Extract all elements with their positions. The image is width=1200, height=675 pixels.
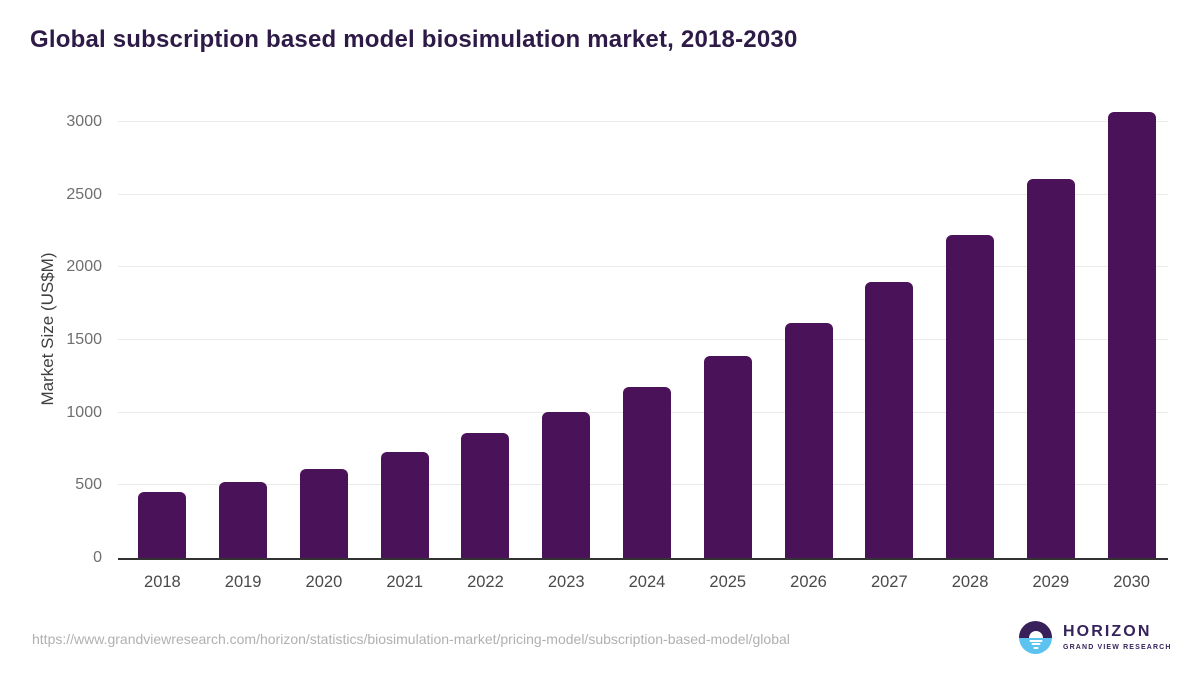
x-tick-label: 2030 bbox=[1113, 573, 1150, 591]
bar-2027[interactable] bbox=[865, 282, 914, 558]
chart-title: Global subscription based model biosimul… bbox=[30, 26, 798, 53]
y-tick-label: 2500 bbox=[66, 185, 102, 203]
bar-2028[interactable] bbox=[946, 235, 995, 558]
x-tick-label: 2022 bbox=[467, 573, 504, 591]
bar-2019[interactable] bbox=[219, 482, 268, 558]
y-tick-label: 500 bbox=[75, 476, 102, 494]
x-tick-label: 2029 bbox=[1032, 573, 1070, 591]
gridline bbox=[118, 120, 1168, 122]
bar-2030[interactable] bbox=[1107, 112, 1156, 558]
bar-2026[interactable] bbox=[784, 323, 833, 558]
x-tick-label: 2024 bbox=[628, 573, 666, 591]
x-tick-label: 2021 bbox=[386, 573, 424, 591]
y-tick-label: 3000 bbox=[66, 112, 102, 130]
logo-name: HORIZON bbox=[1063, 623, 1152, 641]
x-tick-label: 2027 bbox=[870, 573, 908, 591]
bar-2029[interactable] bbox=[1026, 178, 1075, 558]
x-tick-label: 2025 bbox=[709, 573, 747, 591]
x-tick-label: 2028 bbox=[951, 573, 989, 591]
plot-area: Market Size (US$M) 0 500 1000 1500 2000 2500 3… bbox=[38, 100, 1168, 591]
horizon-sun-icon bbox=[1019, 621, 1052, 654]
brand-logo: HORIZON GRAND VIEW RESEARCH bbox=[1019, 621, 1172, 654]
y-tick-label: 2000 bbox=[66, 258, 102, 276]
y-tick-label: 1500 bbox=[66, 330, 102, 348]
sun-icon-sun bbox=[1028, 630, 1043, 638]
bar-2021[interactable] bbox=[380, 452, 429, 558]
y-tick-label: 0 bbox=[93, 549, 102, 566]
gridline bbox=[118, 193, 1168, 195]
x-tick-label: 2019 bbox=[224, 573, 262, 591]
sun-icon-sea bbox=[1019, 637, 1052, 654]
gridline bbox=[118, 266, 1168, 268]
logo-subtitle: GRAND VIEW RESEARCH bbox=[1063, 643, 1172, 651]
sun-icon-ripple bbox=[1029, 639, 1042, 642]
gridline bbox=[118, 338, 1168, 340]
y-tick-label: 1000 bbox=[66, 403, 102, 421]
sun-icon-ripple bbox=[1031, 643, 1040, 645]
logo-text-block: HORIZON GRAND VIEW RESEARCH bbox=[1063, 624, 1172, 651]
bar-2018[interactable] bbox=[138, 492, 187, 558]
sun-icon-ripple bbox=[1033, 646, 1038, 649]
sun-icon-sky bbox=[1019, 621, 1052, 638]
source-url: https://www.grandviewresearch.com/horizo… bbox=[32, 631, 790, 647]
bar-2025[interactable] bbox=[703, 356, 752, 558]
x-tick-label: 2018 bbox=[144, 573, 181, 591]
bar-2022[interactable] bbox=[461, 433, 510, 558]
bar-2023[interactable] bbox=[542, 411, 591, 558]
x-tick-label: 2026 bbox=[790, 573, 827, 591]
x-tick-label: 2023 bbox=[547, 573, 585, 591]
bar-2024[interactable] bbox=[623, 387, 671, 558]
x-tick-label: 2020 bbox=[305, 573, 343, 591]
bar-2020[interactable] bbox=[299, 468, 348, 558]
